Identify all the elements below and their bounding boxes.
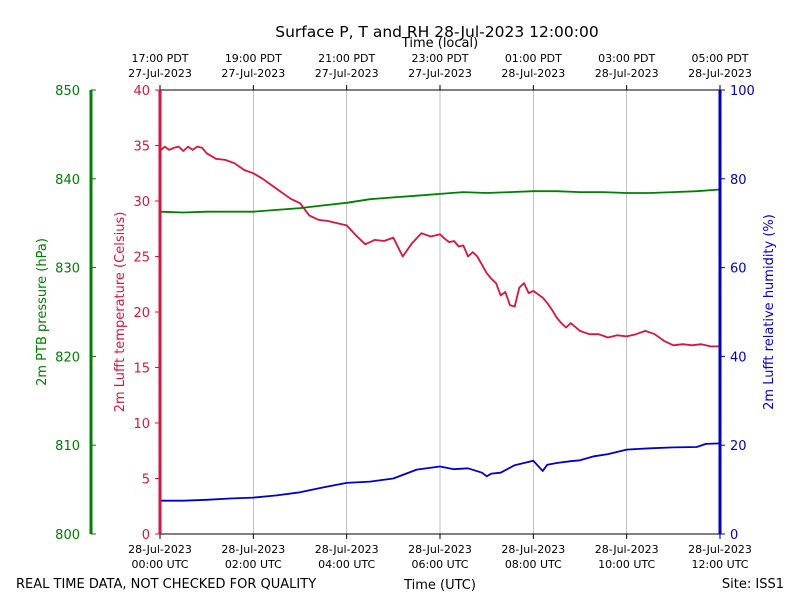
x-tick-date: 28-Jul-2023 xyxy=(315,543,379,556)
temperature-axis: 0 5 10 15 20 25 30 35 40 xyxy=(133,84,160,543)
chart-title: Surface P, T and RH 28-Jul-2023 12:00:00 xyxy=(275,23,598,41)
top-tick-date: 27-Jul-2023 xyxy=(221,67,285,80)
bottom-time-axis: 28-Jul-2023 00:00 UTC 28-Jul-2023 02:00 UTC… xyxy=(128,534,752,571)
top-tick-time: 23:00 PDT xyxy=(411,52,468,65)
temperature-series-line xyxy=(159,145,720,348)
pressure-axis-label: 2m PTB pressure (hPa) xyxy=(35,238,50,386)
pressure-tick-label: 850 xyxy=(55,84,80,99)
x-tick-time: 12:00 UTC xyxy=(691,558,748,571)
x-tick-date: 28-Jul-2023 xyxy=(408,543,472,556)
x-tick-date: 28-Jul-2023 xyxy=(501,543,565,556)
top-tick-date: 27-Jul-2023 xyxy=(408,67,472,80)
top-tick-time: 17:00 PDT xyxy=(131,52,188,65)
x-tick-date: 28-Jul-2023 xyxy=(688,543,752,556)
top-tick-time: 19:00 PDT xyxy=(225,52,282,65)
x-tick-date: 28-Jul-2023 xyxy=(128,543,192,556)
temperature-tick-label: 15 xyxy=(133,362,150,377)
temperature-tick-label: 5 xyxy=(142,473,150,488)
x-tick-date: 28-Jul-2023 xyxy=(595,543,659,556)
x-tick-time: 00:00 UTC xyxy=(131,558,188,571)
top-tick-time: 01:00 PDT xyxy=(505,52,562,65)
humidity-tick-label: 100 xyxy=(730,84,755,99)
site-label: Site: ISS1 xyxy=(722,577,784,592)
temperature-axis-label: 2m Lufft temperature (Celsius) xyxy=(113,212,128,413)
humidity-tick-label: 40 xyxy=(730,350,747,365)
temperature-tick-label: 0 xyxy=(142,528,150,543)
x-tick-time: 06:00 UTC xyxy=(411,558,468,571)
top-tick-date: 27-Jul-2023 xyxy=(128,67,192,80)
pressure-tick-label: 840 xyxy=(55,173,80,188)
humidity-tick-label: 0 xyxy=(730,528,738,543)
quality-disclaimer: REAL TIME DATA, NOT CHECKED FOR QUALITY xyxy=(16,577,316,592)
temperature-tick-label: 35 xyxy=(133,140,150,155)
top-tick-date: 28-Jul-2023 xyxy=(501,67,565,80)
top-axis-label: Time (local) xyxy=(401,36,478,51)
humidity-tick-label: 80 xyxy=(730,173,747,188)
pressure-tick-label: 820 xyxy=(55,350,80,365)
temperature-tick-label: 25 xyxy=(133,251,150,266)
humidity-tick-label: 20 xyxy=(730,439,747,454)
data-series xyxy=(159,145,721,502)
humidity-axis-label: 2m Lufft relative humidity (%) xyxy=(762,214,777,410)
x-tick-time: 02:00 UTC xyxy=(225,558,282,571)
top-tick-date: 28-Jul-2023 xyxy=(688,67,752,80)
pressure-tick-label: 810 xyxy=(55,439,80,454)
x-tick-time: 04:00 UTC xyxy=(318,558,375,571)
humidity-series-line xyxy=(160,442,721,502)
top-tick-time: 05:00 PDT xyxy=(691,52,748,65)
pressure-axis: 800 810 820 830 840 850 xyxy=(55,84,96,543)
x-tick-time: 08:00 UTC xyxy=(505,558,562,571)
humidity-tick-label: 60 xyxy=(730,262,747,277)
pressure-tick-label: 800 xyxy=(55,528,80,543)
top-tick-date: 27-Jul-2023 xyxy=(315,67,379,80)
temperature-tick-label: 30 xyxy=(133,195,150,210)
top-tick-time: 03:00 PDT xyxy=(598,52,655,65)
pressure-series-line xyxy=(159,188,721,214)
x-tick-date: 28-Jul-2023 xyxy=(221,543,285,556)
bottom-axis-label: Time (UTC) xyxy=(403,578,476,593)
temperature-tick-label: 20 xyxy=(133,306,150,321)
humidity-axis: 0 20 40 60 80 100 xyxy=(720,84,755,543)
temperature-tick-label: 40 xyxy=(133,84,150,99)
top-tick-time: 21:00 PDT xyxy=(318,52,375,65)
top-tick-date: 28-Jul-2023 xyxy=(595,67,659,80)
top-time-axis: 17:00 PDT 27-Jul-2023 19:00 PDT 27-Jul-2023… xyxy=(128,52,752,90)
x-tick-time: 10:00 UTC xyxy=(598,558,655,571)
temperature-tick-label: 10 xyxy=(133,417,150,432)
pressure-tick-label: 830 xyxy=(55,262,80,277)
